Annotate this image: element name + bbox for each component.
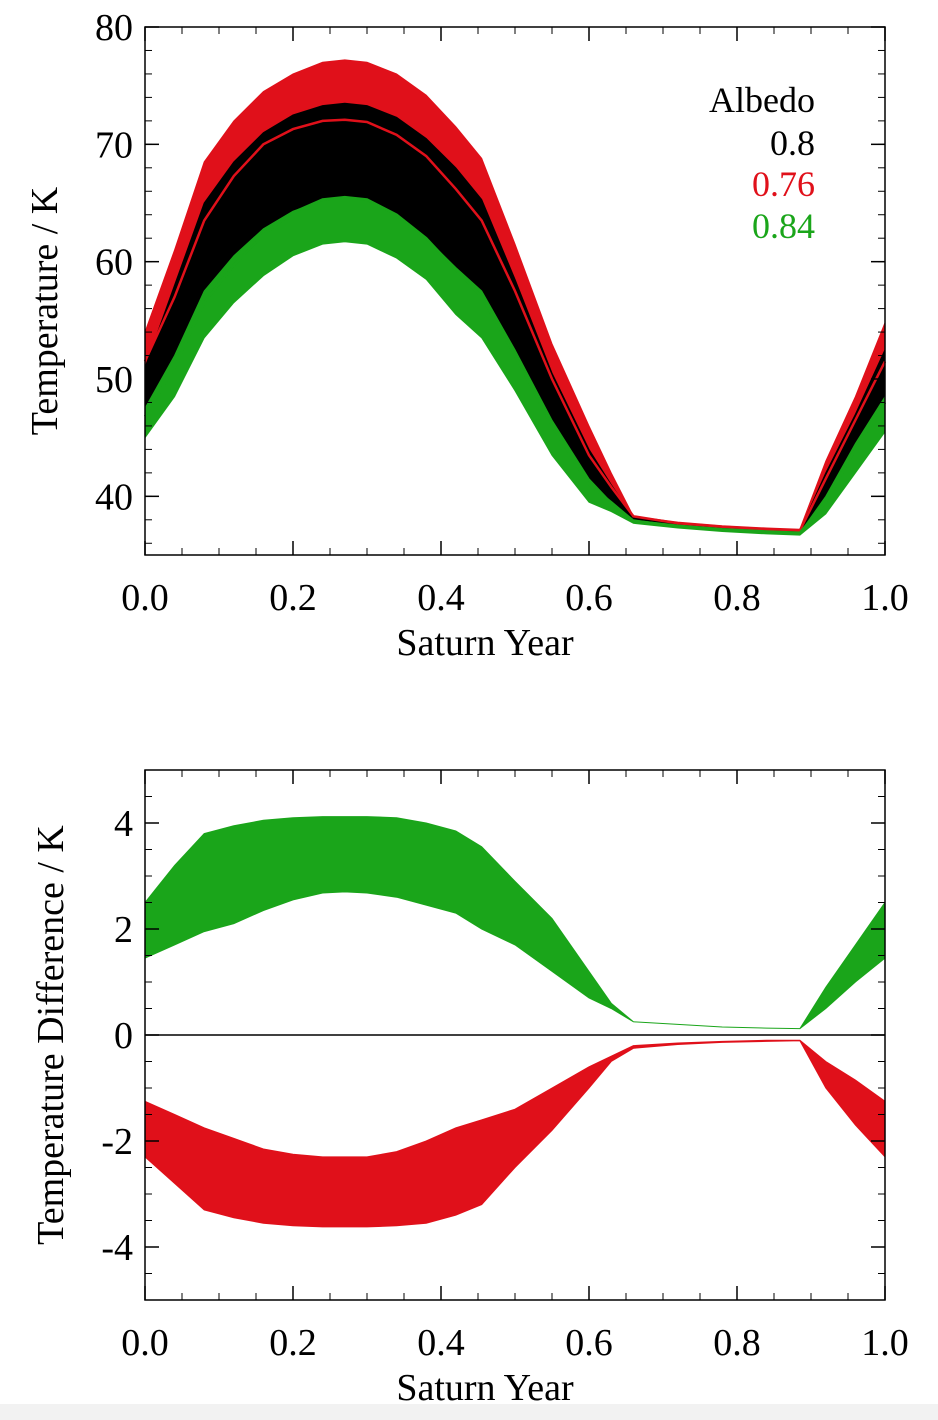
y-tick-label: 50	[95, 359, 133, 401]
x-tick-label: 0.8	[713, 577, 761, 619]
y-tick-label: 40	[95, 476, 133, 518]
x-tick-label: 0.6	[565, 577, 613, 619]
center-line-albedo-0.76	[143, 118, 887, 532]
x-tick-label: 1.0	[861, 1322, 909, 1364]
difference-x-axis-title: Saturn Year	[396, 1367, 574, 1404]
difference-y-axis-title: Temperature Difference / K	[30, 825, 72, 1245]
albedo-legend: Albedo 0.8 0.76 0.84	[709, 80, 815, 246]
legend-entry-0.8: 0.8	[770, 123, 815, 163]
temperature-difference-panel: 0.0 0.2 0.4 0.6 0.8 1.0 -4 -2 0 2 4 Saturn Year Te…	[30, 769, 909, 1404]
y-tick-label: -4	[101, 1227, 133, 1269]
x-tick-label: 0.4	[417, 1322, 465, 1364]
y-tick-label: 0	[114, 1015, 133, 1057]
temperature-x-axis-title: Saturn Year	[396, 622, 574, 664]
x-tick-label: 1.0	[861, 577, 909, 619]
x-tick-label: 0.6	[565, 1322, 613, 1364]
bottom-strip	[0, 1404, 938, 1420]
band-albedo-0.76	[144, 1039, 886, 1228]
temperature-panel: 0.0 0.2 0.4 0.6 0.8 1.0 40 50 60 70 80 Saturn Year…	[24, 7, 909, 664]
band-albedo-0.84	[144, 816, 886, 1030]
y-tick-label: 2	[114, 909, 133, 951]
difference-ticks: 0.0 0.2 0.4 0.6 0.8 1.0 -4 -2 0 2 4	[101, 769, 909, 1364]
x-tick-label: 0.8	[713, 1322, 761, 1364]
y-tick-label: 70	[95, 124, 133, 166]
x-tick-label: 0.2	[269, 1322, 317, 1364]
x-tick-label: 0.0	[121, 577, 169, 619]
legend-entry-0.84: 0.84	[752, 206, 815, 246]
y-tick-label: 80	[95, 7, 133, 49]
difference-bands	[144, 816, 886, 1228]
center-line-albedo-0.84	[143, 195, 887, 534]
legend-title: Albedo	[709, 80, 815, 120]
x-tick-label: 0.4	[417, 577, 465, 619]
x-tick-label: 0.2	[269, 577, 317, 619]
y-tick-label: -2	[101, 1121, 133, 1163]
temperature-y-axis-title: Temperature / K	[24, 186, 66, 435]
temperature-center-lines	[143, 118, 887, 534]
x-tick-label: 0.0	[121, 1322, 169, 1364]
y-tick-label: 4	[114, 803, 133, 845]
y-tick-label: 60	[95, 242, 133, 284]
legend-entry-0.76: 0.76	[752, 164, 815, 204]
temperature-ticks: 0.0 0.2 0.4 0.6 0.8 1.0 40 50 60 70 80	[95, 7, 909, 619]
